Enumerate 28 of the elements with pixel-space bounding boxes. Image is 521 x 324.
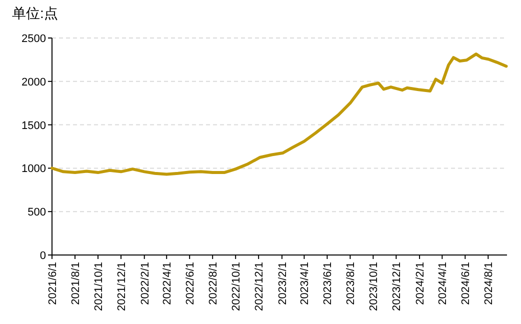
- x-tick-label: 2022/6/1: [184, 262, 197, 305]
- x-tick-label: 2023/4/1: [299, 262, 312, 305]
- x-tick-label: 2021/6/1: [47, 262, 59, 305]
- x-tick-label: 2021/12/1: [116, 262, 128, 311]
- y-axis-title: 单位:点: [12, 5, 58, 21]
- x-tick-label: 2022/8/1: [208, 262, 220, 305]
- x-tick-label: 2023/12/1: [391, 262, 404, 311]
- x-tick-label: 2023/8/1: [345, 262, 358, 305]
- x-tick-label: 2022/10/1: [230, 262, 243, 311]
- line-series: [50, 52, 508, 176]
- y-tick-label: 0: [40, 250, 46, 262]
- y-tick-label: 1500: [22, 120, 46, 132]
- x-tick-label: 2021/8/1: [70, 262, 82, 305]
- y-tick-label: 500: [28, 206, 46, 219]
- x-tick-label: 2023/2/1: [276, 262, 289, 305]
- x-tick-label: 2022/12/1: [254, 262, 266, 311]
- x-tick-label: 2023/6/1: [322, 262, 334, 305]
- x-tick-label: 2024/2/1: [414, 262, 427, 305]
- x-tick-label: 2024/4/1: [437, 262, 450, 305]
- x-tick-label: 2022/4/1: [162, 262, 174, 305]
- y-tick-label: 2000: [22, 76, 46, 88]
- x-tick-label: 2024/6/1: [460, 262, 472, 305]
- x-tick-label: 2022/2/1: [139, 262, 152, 305]
- y-tick-label: 1000: [22, 163, 46, 176]
- x-tick-label: 2021/10/1: [92, 262, 105, 311]
- x-tick-label: 2023/10/1: [368, 262, 380, 311]
- y-tick-label: 2500: [22, 33, 46, 45]
- x-tick-label: 2024/8/1: [483, 262, 496, 305]
